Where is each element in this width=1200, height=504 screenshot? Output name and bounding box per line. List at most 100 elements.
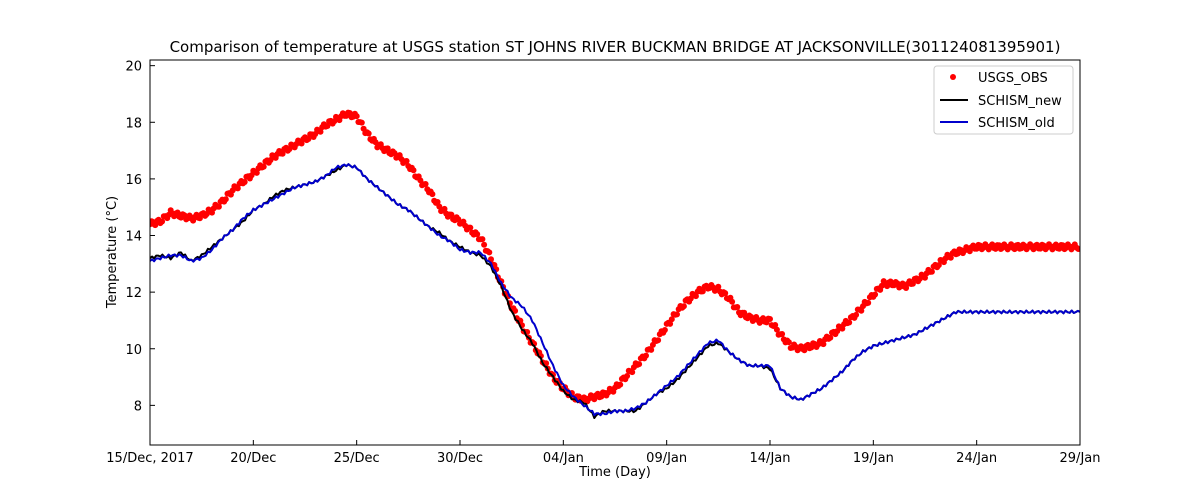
- data-point-usgs-obs: [234, 185, 241, 192]
- data-point-usgs-obs: [298, 140, 305, 147]
- data-point-usgs-obs: [384, 145, 391, 152]
- data-point-usgs-obs: [467, 224, 474, 231]
- legend-label-schism-old: SCHISM_old: [978, 116, 1055, 131]
- data-point-usgs-obs: [1075, 246, 1080, 252]
- plot-area: [149, 59, 1081, 446]
- data-point-usgs-obs: [785, 339, 792, 346]
- data-point-usgs-obs: [648, 346, 655, 353]
- legend-label-usgs-obs: USGS_OBS: [978, 71, 1048, 86]
- data-point-usgs-obs: [617, 381, 624, 388]
- data-point-usgs-obs: [947, 254, 954, 261]
- data-point-usgs-obs: [909, 280, 916, 287]
- x-tick-label: 09/Jan: [646, 451, 687, 466]
- data-point-usgs-obs: [872, 291, 879, 298]
- series-line-schism-old: [150, 163, 1080, 417]
- data-point-usgs-obs: [734, 304, 741, 310]
- y-tick-label: 14: [125, 230, 142, 245]
- data-point-usgs-obs: [455, 216, 462, 223]
- data-point-usgs-obs: [434, 199, 441, 205]
- data-point-usgs-obs: [649, 341, 656, 348]
- data-point-usgs-obs: [305, 136, 312, 142]
- legend-box: [933, 65, 1074, 135]
- data-point-usgs-obs: [260, 163, 267, 170]
- legend: USGS_OBS SCHISM_new SCHISM_old: [933, 65, 1074, 135]
- data-point-usgs-obs: [928, 268, 935, 275]
- data-point-usgs-obs: [858, 307, 865, 314]
- data-point-usgs-obs: [448, 211, 455, 218]
- x-tick-label: 14/Jan: [750, 451, 791, 466]
- data-point-usgs-obs: [699, 288, 706, 295]
- plot-frame: [149, 59, 1081, 446]
- y-tick-label: 20: [125, 60, 142, 75]
- data-point-usgs-obs: [668, 316, 675, 323]
- legend-marker-usgs-obs: [950, 74, 956, 80]
- x-tick-label: 25/Dec: [334, 451, 380, 466]
- data-point-usgs-obs: [410, 167, 417, 174]
- data-point-usgs-obs: [353, 113, 360, 120]
- data-point-usgs-obs: [486, 249, 493, 256]
- data-point-usgs-obs: [479, 236, 486, 243]
- x-tick-label: 19/Jan: [853, 451, 894, 466]
- data-point-usgs-obs: [422, 181, 429, 187]
- data-point-usgs-obs: [820, 341, 827, 348]
- y-tick-label: 10: [125, 343, 142, 358]
- data-point-usgs-obs: [667, 320, 674, 327]
- data-point-usgs-obs: [512, 307, 519, 314]
- data-point-usgs-obs: [358, 119, 365, 126]
- data-point-usgs-obs: [550, 371, 556, 378]
- data-point-usgs-obs: [474, 231, 481, 238]
- data-point-usgs-obs: [629, 369, 636, 376]
- data-point-usgs-obs: [865, 299, 872, 306]
- data-point-usgs-obs: [241, 179, 248, 185]
- data-point-usgs-obs: [692, 293, 699, 300]
- data-point-usgs-obs: [279, 150, 286, 157]
- y-axis-label: Temperature (°C): [105, 196, 120, 309]
- data-point-usgs-obs: [846, 319, 853, 326]
- data-point-usgs-obs: [661, 327, 668, 333]
- legend-label-schism-new: SCHISM_new: [978, 94, 1062, 109]
- chart-title: Comparison of temperature at USGS statio…: [170, 38, 1061, 56]
- x-tick-label: 20/Dec: [230, 451, 276, 466]
- y-tick-label: 8: [134, 399, 142, 414]
- y-tick-label: 12: [125, 286, 142, 301]
- data-point-usgs-obs: [779, 331, 786, 337]
- data-point-usgs-obs: [773, 326, 780, 333]
- data-point-usgs-obs: [767, 316, 773, 322]
- data-point-usgs-obs: [827, 334, 834, 341]
- data-point-usgs-obs: [267, 157, 274, 163]
- data-point-usgs-obs: [715, 283, 722, 290]
- data-point-usgs-obs: [365, 130, 372, 137]
- data-point-usgs-obs: [839, 325, 846, 332]
- data-point-usgs-obs: [655, 337, 662, 344]
- data-point-usgs-obs: [403, 158, 410, 164]
- data-point-usgs-obs: [722, 290, 729, 297]
- data-point-usgs-obs: [729, 298, 736, 305]
- x-tick-label: 29/Jan: [1060, 451, 1101, 466]
- data-point-usgs-obs: [324, 123, 331, 129]
- data-point-usgs-obs: [674, 311, 680, 318]
- data-point-usgs-obs: [643, 352, 649, 359]
- data-point-usgs-obs: [372, 139, 379, 146]
- data-point-usgs-obs: [429, 191, 436, 198]
- data-point-usgs-obs: [441, 205, 448, 212]
- data-point-usgs-obs: [741, 309, 748, 316]
- x-axis: 15/Dec, 2017 20/Dec 25/Dec 30/Dec 04/Jan 09/J…: [106, 440, 1100, 466]
- data-point-usgs-obs: [935, 262, 942, 269]
- data-point-usgs-obs: [215, 203, 222, 210]
- data-point-usgs-obs: [636, 361, 643, 368]
- data-point-usgs-obs: [624, 373, 631, 379]
- x-axis-label: Time (Day): [578, 465, 651, 480]
- data-point-usgs-obs: [853, 311, 860, 318]
- data-point-usgs-obs: [680, 303, 687, 310]
- x-tick-label: 04/Jan: [543, 451, 584, 466]
- data-point-usgs-obs: [222, 196, 229, 203]
- y-tick-label: 16: [125, 173, 142, 188]
- data-point-usgs-obs: [481, 241, 488, 248]
- y-axis: 8 10 12 14 16 18 20: [125, 60, 155, 414]
- data-point-usgs-obs: [772, 322, 779, 328]
- plot-background: [150, 60, 1080, 445]
- x-tick-label: 30/Dec: [437, 451, 483, 466]
- y-tick-label: 18: [125, 116, 142, 131]
